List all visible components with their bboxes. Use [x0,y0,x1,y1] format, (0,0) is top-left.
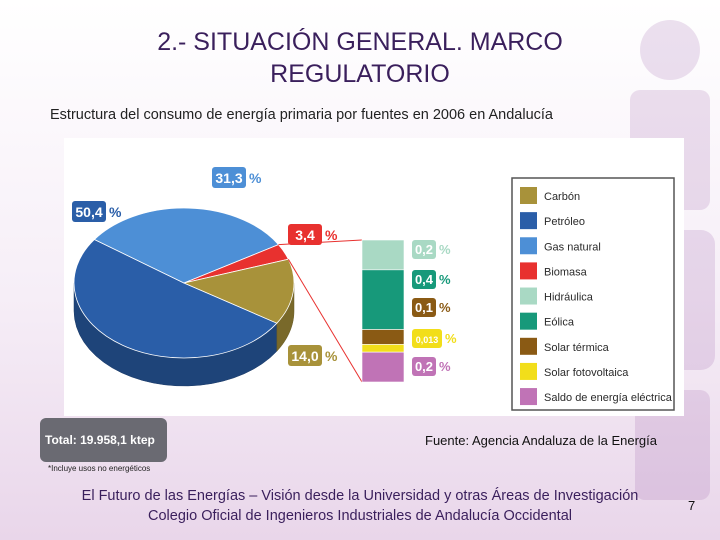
legend-swatch-solar-fotovoltaica [520,362,537,380]
legend-label-gas-natural: Gas natural [544,241,601,253]
page-number: 7 [688,498,696,513]
stack-percent-solar-termica: % [439,300,451,315]
energy-chart: 0,2 % 0,4 % 0,1 % 0,013 % 0,2 % 50,4 % 31,3 % 3,4 % 14,0… [64,138,684,416]
stack-segment-hidraulica [361,239,405,271]
pie-percent-biomasa: % [325,227,338,243]
legend-swatch-biomasa [520,262,537,280]
stack-label-eolica: 0,4 [415,272,434,287]
legend-swatch-solar-termica [520,337,537,355]
legend-label-carbon: Carbón [544,191,580,203]
pie-percent-petroleo: % [109,204,122,220]
title-line-1: 2.- SITUACIÓN GENERAL. MARCO [157,28,563,56]
pie-label-petroleo: 50,4 [75,204,102,220]
pie-percent-carbon: % [325,348,338,364]
legend-label-solar-termica: Solar térmica [544,342,610,354]
stack-segment-solar-fotovoltaica [361,344,405,353]
legend-box [511,177,675,411]
pie-percent-gas-natural: % [249,170,262,186]
legend-swatch-eolica [520,312,537,330]
stack-label-box-solar-fotovoltaica [412,329,442,348]
pie-label-carbon: 14,0 [291,348,318,364]
stack-percent-eolica: % [439,272,451,287]
footer: El Futuro de las Energías – Visión desde… [40,486,680,526]
stack-label-solar-termica: 0,1 [415,300,433,315]
legend-swatch-carbon [520,187,537,204]
pie-label-box-gas-natural [212,167,246,188]
source-note: Fuente: Agencia Andaluza de la Energía [425,433,658,448]
title-line-2: REGULATORIO [270,60,450,88]
pie-label-gas-natural: 31,3 [215,170,242,186]
slide-title: 2.- SITUACIÓN GENERAL. MARCO REGULATORIO [0,26,720,90]
legend-label-solar-fotovoltaica: Solar fotovoltaica [544,367,629,379]
stack-label-saldo-de-energia-electrica: 0,2 [415,359,433,374]
stack-segment-solar-termica [361,329,405,345]
legend-swatch-petroleo [520,212,537,230]
footnote: *Incluye usos no energéticos [48,464,151,473]
stack-percent-hidraulica: % [439,242,451,257]
stack-label-box-saldo-de-energia-electrica [412,357,436,376]
stack-label-box-hidraulica [412,240,436,259]
pie-slice-carbon [182,258,295,324]
pie-slice-gas-natural [93,207,280,284]
stack-label-solar-fotovoltaica: 0,013 [416,335,439,345]
pie-label-box-biomasa [288,224,322,245]
legend-label-saldo-de-energia-electrica: Saldo de energía eléctrica [544,392,673,404]
stack-label-box-solar-termica [412,298,436,317]
legend-swatch-hidraulica [520,287,537,305]
total-box: Total: 19.958,1 ktep [40,418,167,462]
legend-label-biomasa: Biomasa [544,266,588,278]
pie-label-biomasa: 3,4 [295,227,315,243]
legend-swatch-gas-natural [520,237,537,255]
legend-swatch-saldo-de-energia-electrica [520,388,537,406]
legend-label-hidraulica: Hidráulica [544,292,594,304]
stack-label-box-eolica [412,270,436,289]
legend-label-eolica: Eólica [544,317,575,329]
chart-container: 0,2% 0,4% 0,1% 0,013% 0,2% 50,4% 31,3% 3,4% 14,0… [64,138,684,416]
stack-percent-solar-fotovoltaica: % [445,331,457,346]
pie-label-box-petroleo [72,201,106,222]
chart-subtitle: Estructura del consumo de energía primar… [50,107,553,123]
connector-bottom [287,258,363,383]
legend-label-petroleo: Petróleo [544,216,585,228]
stack-segment-eolica [361,269,405,330]
stack-label-hidraulica: 0,2 [415,242,433,257]
pie-slice-petroleo [73,238,278,359]
footer-line-2: Colegio Oficial de Ingenieros Industrial… [148,508,572,524]
stack-percent-saldo-de-energia-electrica: % [439,359,451,374]
stack-segment-saldo-de-energia-electrica [361,351,405,383]
pie-label-box-carbon [288,345,322,366]
footer-line-1: El Futuro de las Energías – Visión desde… [81,488,639,504]
